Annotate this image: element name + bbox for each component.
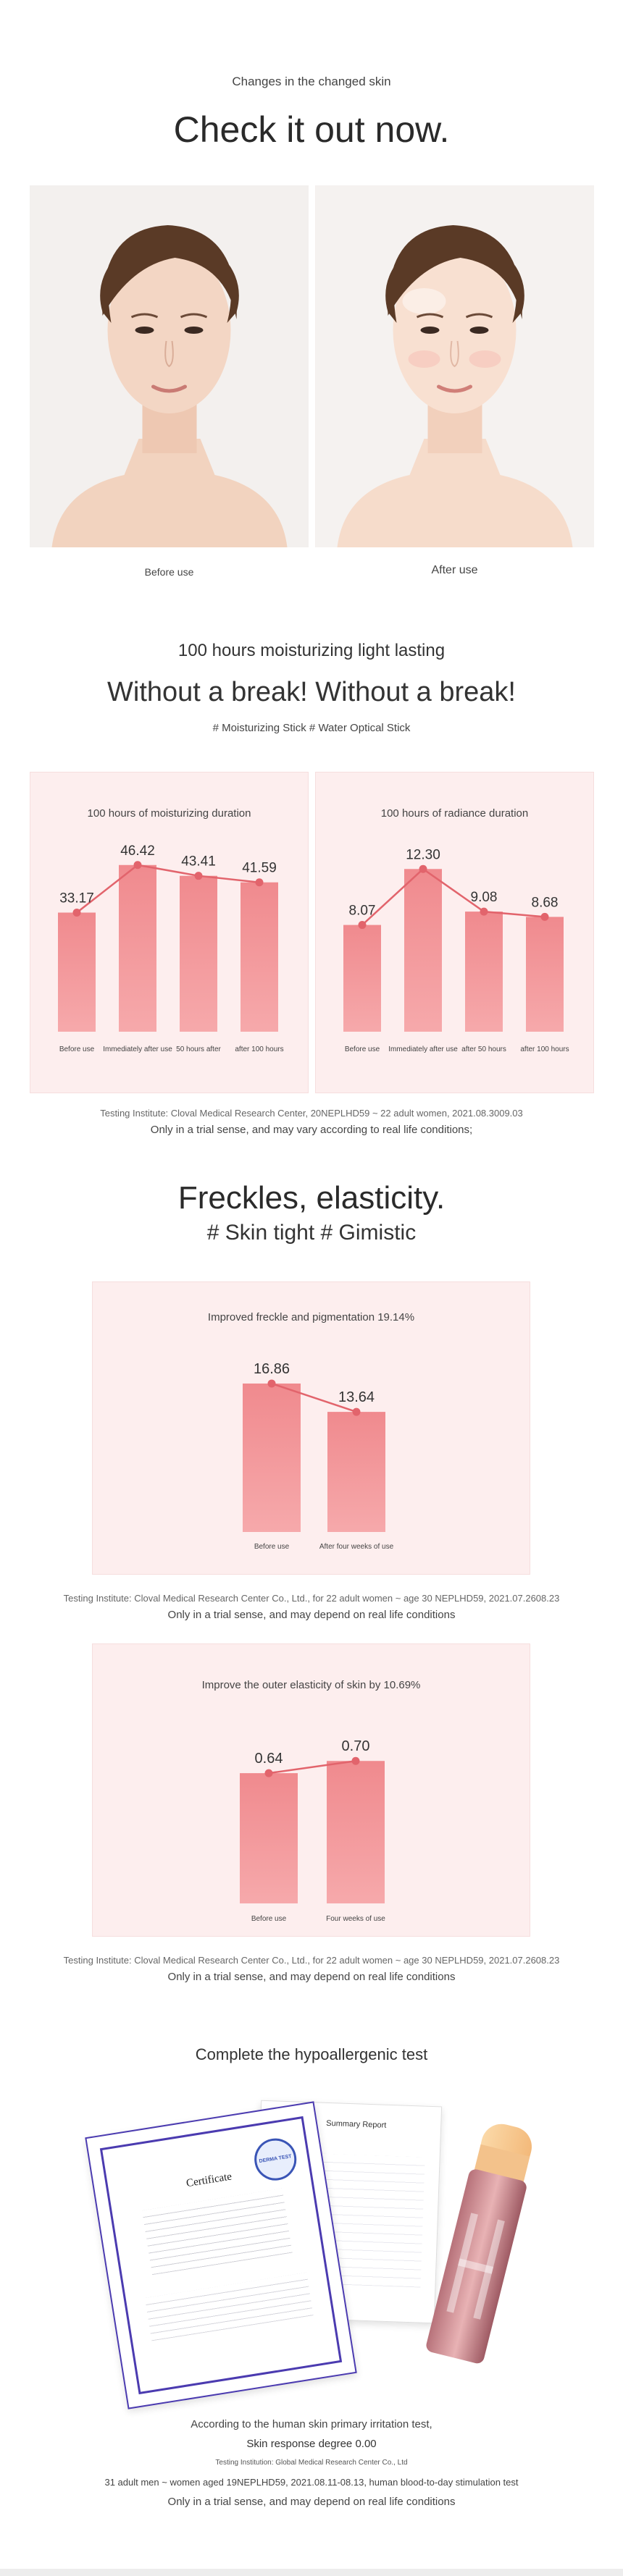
freckles-title: Freckles, elasticity. xyxy=(177,1180,446,1216)
category-label-0: Before use xyxy=(345,1045,380,1053)
trend-line xyxy=(76,864,260,914)
point-1 xyxy=(133,861,142,870)
bar-0 xyxy=(240,1773,298,1903)
after-photo xyxy=(315,185,594,547)
point-3 xyxy=(255,878,264,887)
radiance-chart-panel: 100 hours of radiance duration 8.07 Befor… xyxy=(315,772,594,1093)
category-label-2: after 50 hours xyxy=(461,1045,506,1053)
trend-line xyxy=(268,1760,356,1775)
point-1 xyxy=(419,864,427,873)
value-label-1: 13.64 xyxy=(338,1389,375,1405)
bar-3 xyxy=(526,917,564,1032)
freckle-disclaimer: Only in a trial sense, and may depend on… xyxy=(167,1609,456,1621)
chart-title: Improved freckle and pigmentation 19.14% xyxy=(207,1311,415,1323)
freckles-tags: # Skin tight # Gimistic xyxy=(206,1221,417,1245)
hypo-line-5: Only in a trial sense, and may depend on… xyxy=(167,2496,456,2508)
freckle-chart: 16.86 Before use 13.64 After four weeks of … xyxy=(243,1361,394,1551)
category-label-3: after 100 hours xyxy=(520,1045,569,1053)
category-label-1: After four weeks of use xyxy=(319,1543,394,1551)
bar-0 xyxy=(243,1383,301,1532)
elasticity-chart-panel: Improve the outer elasticity of skin by … xyxy=(92,1643,530,1937)
value-label-3: 8.68 xyxy=(532,895,559,910)
category-label-1: Immediately after use xyxy=(103,1045,172,1053)
bar-0 xyxy=(58,912,96,1032)
trend-line xyxy=(361,867,545,926)
bar-3 xyxy=(241,882,278,1032)
point-0 xyxy=(358,921,367,930)
report-heading: Summary Report xyxy=(326,2118,387,2130)
value-label-0: 0.64 xyxy=(255,1751,283,1767)
moisture-chart-panel: 100 hours of moisturizing duration 33.17… xyxy=(30,772,309,1093)
value-label-0: 16.86 xyxy=(254,1361,290,1377)
category-label-0: Before use xyxy=(59,1045,95,1053)
hypo-title: Complete the hypoallergenic test xyxy=(195,2045,428,2063)
bar-1 xyxy=(119,864,156,1032)
bar-0 xyxy=(343,925,381,1032)
page-title: Check it out now. xyxy=(173,109,450,150)
hypo-line-1: According to the human skin primary irri… xyxy=(191,2418,432,2430)
bar-1 xyxy=(327,1761,385,1903)
bar-2 xyxy=(465,912,503,1032)
bar-1 xyxy=(404,869,442,1032)
point-1 xyxy=(351,1756,360,1765)
moisture-title: Without a break! Without a break! xyxy=(107,677,516,707)
category-label-0: Before use xyxy=(251,1915,287,1923)
category-label-3: after 100 hours xyxy=(235,1045,283,1053)
point-2 xyxy=(480,907,488,916)
moisture-subtitle: 100 hours moisturizing light lasting xyxy=(177,641,446,660)
value-label-1: 0.70 xyxy=(342,1738,370,1754)
section-kicker: Changes in the changed skin xyxy=(232,75,391,88)
freckle-institute-note: Testing Institute: Cloval Medical Resear… xyxy=(63,1593,560,1604)
bar-2 xyxy=(180,875,217,1032)
value-label-3: 41.59 xyxy=(242,861,277,876)
before-face-illustration xyxy=(30,185,309,547)
point-0 xyxy=(264,1769,273,1777)
point-2 xyxy=(194,872,203,880)
point-1 xyxy=(352,1407,361,1416)
moisture-chart: 33.17 Before use 46.42 Immediately after us… xyxy=(58,843,284,1053)
moisture-institute-note: Testing Institute: Cloval Medical Resear… xyxy=(100,1108,523,1119)
after-caption: After use xyxy=(431,564,478,576)
moisture-disclaimer: Only in a trial sense, and may vary acco… xyxy=(150,1124,473,1136)
cosmetic-stick-illustration xyxy=(420,2107,536,2382)
hypo-line-4: 31 adult men ~ women aged 19NEPLHD59, 20… xyxy=(104,2477,519,2488)
elastic-institute-note: Testing Institute: Cloval Medical Resear… xyxy=(63,1955,560,1966)
page-footer-bar xyxy=(0,2569,623,2576)
elastic-disclaimer: Only in a trial sense, and may depend on… xyxy=(167,1971,456,1983)
value-label-0: 8.07 xyxy=(349,904,376,919)
after-face-illustration xyxy=(315,185,594,547)
radiance-chart: 8.07 Before use 12.30 Immediately after use… xyxy=(343,847,569,1053)
freckle-chart-panel: Improved freckle and pigmentation 19.14%… xyxy=(92,1281,530,1575)
value-label-2: 43.41 xyxy=(181,854,216,870)
bar-1 xyxy=(327,1412,385,1532)
point-0 xyxy=(72,908,81,917)
chart-title: Improve the outer elasticity of skin by … xyxy=(201,1679,421,1691)
elasticity-chart: 0.64 Before use 0.70 Four weeks of use xyxy=(240,1738,385,1923)
before-caption: Before use xyxy=(144,566,194,578)
category-label-0: Before use xyxy=(254,1543,290,1551)
category-label-1: Four weeks of use xyxy=(326,1915,385,1923)
category-label-2: 50 hours after xyxy=(176,1045,221,1053)
point-3 xyxy=(540,912,549,921)
value-label-1: 12.30 xyxy=(406,847,440,862)
category-label-1: Immediately after use xyxy=(388,1045,458,1053)
trend-line xyxy=(271,1382,357,1413)
before-photo xyxy=(30,185,309,547)
chart-title: 100 hours of radiance duration xyxy=(380,807,529,820)
hypo-line-3: Testing Institution: Global Medical Rese… xyxy=(215,2459,408,2467)
value-label-0: 33.17 xyxy=(59,891,94,906)
hypo-line-2: Skin response degree 0.00 xyxy=(246,2438,377,2450)
certificate-document: Certificate DERMA TEST xyxy=(85,2101,357,2409)
value-label-1: 46.42 xyxy=(120,843,155,859)
point-0 xyxy=(267,1379,276,1388)
value-label-2: 9.08 xyxy=(471,890,498,905)
moisture-tags: # Moisturizing Stick # Water Optical Sti… xyxy=(212,722,411,734)
chart-title: 100 hours of moisturizing duration xyxy=(87,807,251,820)
